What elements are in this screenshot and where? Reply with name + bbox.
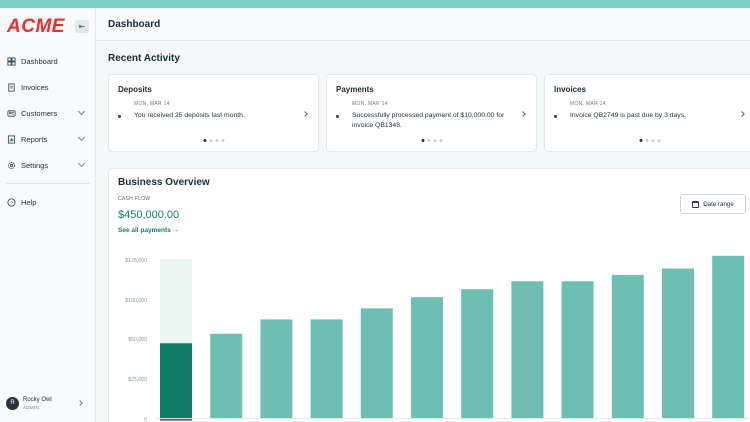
cash-flow-value: $450,000.00: [118, 209, 180, 221]
dashboard-icon: [7, 56, 16, 66]
bar-jan[interactable]: [511, 281, 544, 418]
bar-aug[interactable]: [260, 319, 293, 418]
calendar-icon: [692, 200, 700, 208]
bar-dec[interactable]: [461, 289, 494, 418]
date-range-label: Date range: [703, 200, 734, 208]
recent-activity-title: Recent Activity: [108, 53, 180, 64]
help-icon: ?: [7, 197, 16, 207]
chevron-down-icon: [77, 107, 86, 116]
see-all-payments-link[interactable]: See all payments →: [118, 227, 180, 234]
bullet-icon: [118, 115, 121, 118]
sidebar-item-label: Reports: [21, 134, 48, 144]
chevron-down-icon: [77, 159, 86, 168]
cash-flow-bar-chart: $125,000$100,000$50,000$25,0000JunJulAug…: [125, 255, 749, 422]
bar-jul[interactable]: [210, 333, 243, 418]
page-title: Dashboard: [108, 19, 161, 30]
sidebar-nav: Dashboard Invoices Customers Reports Set…: [0, 48, 96, 215]
sidebar-item-customers[interactable]: Customers: [0, 100, 96, 126]
sidebar-item-label: Help: [21, 197, 37, 207]
card-date: MON, MAR 14: [134, 101, 170, 107]
chevron-right-icon: [77, 400, 83, 406]
chevron-right-icon[interactable]: [302, 111, 308, 117]
user-name: Rocky Owl: [23, 397, 52, 403]
bar-mar[interactable]: [611, 274, 644, 418]
carousel-dots[interactable]: [639, 139, 661, 142]
activity-card-deposits[interactable]: Deposits MON, MAR 14 You received 25 dep…: [108, 74, 319, 152]
bar-sep[interactable]: [310, 319, 343, 418]
carousel-dots[interactable]: [421, 139, 442, 142]
customers-icon: [7, 109, 16, 117]
sidebar-item-dashboard[interactable]: Dashboard: [0, 48, 96, 74]
bar-may[interactable]: [712, 255, 745, 418]
user-role: ADMIN: [23, 405, 39, 410]
cash-flow-label: CASH FLOW: [118, 196, 151, 202]
bar-jun[interactable]: [160, 343, 192, 418]
y-tick-label: $125,000: [125, 258, 147, 264]
carousel-dots[interactable]: [203, 139, 224, 142]
sidebar: ACME ⇤ Dashboard Invoices Customers Repo…: [0, 8, 96, 422]
sidebar-item-label: Dashboard: [21, 56, 58, 66]
card-title: Payments: [336, 85, 374, 94]
card-date: MON, MAR 14: [352, 101, 388, 107]
app-window: ACME ⇤ Dashboard Invoices Customers Repo…: [0, 8, 750, 422]
window-top-strip: [0, 0, 750, 8]
svg-text:?: ?: [10, 200, 13, 206]
date-range-button[interactable]: Date range: [680, 194, 746, 214]
activity-card-invoices[interactable]: Invoices MON, MAR 14 Invoice QB2749 is p…: [544, 74, 750, 152]
y-tick-label: $25,000: [128, 377, 147, 383]
card-text: Invoice QB2749 is past due by 3 days.: [570, 112, 686, 119]
reports-icon: [7, 134, 16, 144]
bullet-icon: [336, 115, 339, 118]
business-overview-panel: Business Overview CASH FLOW $450,000.00 …: [108, 168, 750, 422]
activity-card-payments[interactable]: Payments MON, MAR 14 Successfully proces…: [326, 74, 537, 152]
sidebar-divider: [6, 183, 90, 184]
sidebar-item-reports[interactable]: Reports: [0, 126, 96, 152]
chevron-right-icon[interactable]: [520, 111, 526, 117]
bar-apr[interactable]: [662, 268, 694, 418]
collapse-sidebar-icon[interactable]: ⇤: [75, 20, 89, 33]
bar-feb[interactable]: [561, 281, 594, 418]
bullet-icon: [554, 115, 557, 118]
sidebar-item-label: Invoices: [21, 82, 49, 92]
sidebar-item-label: Settings: [21, 160, 49, 170]
card-title: Deposits: [118, 85, 152, 94]
user-menu[interactable]: R Rocky Owl ADMIN: [6, 394, 92, 416]
top-header: Dashboard: [97, 8, 750, 41]
chevron-right-icon[interactable]: [739, 111, 745, 117]
card-date: MON, MAR 14: [570, 101, 606, 107]
y-tick-label: $50,000: [128, 337, 147, 343]
chevron-down-icon: [77, 133, 86, 142]
invoice-icon: [8, 82, 15, 92]
sidebar-item-settings[interactable]: Settings: [0, 152, 96, 178]
card-text: Successfully processed payment of $10,00…: [352, 112, 505, 129]
sidebar-item-label: Customers: [21, 108, 58, 118]
y-tick-label: $100,000: [125, 298, 147, 304]
card-text: You received 25 deposits last month.: [134, 112, 245, 119]
bar-nov[interactable]: [411, 297, 443, 418]
sidebar-item-invoices[interactable]: Invoices: [0, 74, 96, 100]
business-overview-title: Business Overview: [118, 177, 210, 188]
y-tick-label: 0: [144, 417, 147, 422]
acme-logo[interactable]: ACME: [7, 16, 65, 37]
sidebar-item-help[interactable]: ? Help: [0, 189, 96, 215]
bar-oct[interactable]: [360, 308, 393, 418]
card-title: Invoices: [554, 85, 587, 94]
avatar: R: [6, 397, 19, 410]
settings-icon: [8, 161, 15, 169]
active-category-underline: [160, 419, 192, 421]
